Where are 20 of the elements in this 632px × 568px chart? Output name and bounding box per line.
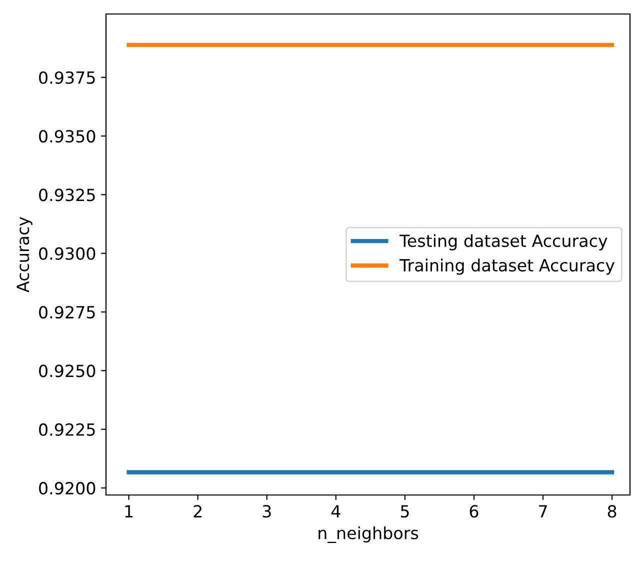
- x-tick-label: 5: [400, 505, 409, 518]
- y-tick-label: 0.9375: [39, 71, 95, 84]
- y-tick-label: 0.9350: [39, 130, 96, 143]
- y-tick-label: 0.9225: [39, 423, 95, 436]
- x-tick-label: 2: [194, 505, 202, 518]
- y-tick-label: 0.9325: [39, 188, 95, 202]
- y-tick-label: 0.9300: [39, 247, 96, 260]
- x-tick-label: 1: [125, 505, 133, 518]
- x-tick-label: 6: [470, 505, 478, 518]
- x-tick-label: 4: [331, 505, 340, 518]
- x-tick-label: 3: [262, 505, 271, 518]
- y-axis-title: Accuracy: [16, 216, 32, 292]
- y-tick-label: 0.9250: [39, 364, 96, 378]
- y-tick-label: 0.9275: [39, 306, 95, 319]
- y-tick-label: 0.9200: [39, 482, 96, 495]
- x-axis-title: n_neighbors: [318, 526, 418, 543]
- x-tick-label: 8: [608, 505, 616, 518]
- x-tick-label: 7: [539, 505, 547, 518]
- legend-label: Training dataset Accuracy: [399, 258, 615, 275]
- legend-label: Testing dataset Accuracy: [399, 234, 608, 250]
